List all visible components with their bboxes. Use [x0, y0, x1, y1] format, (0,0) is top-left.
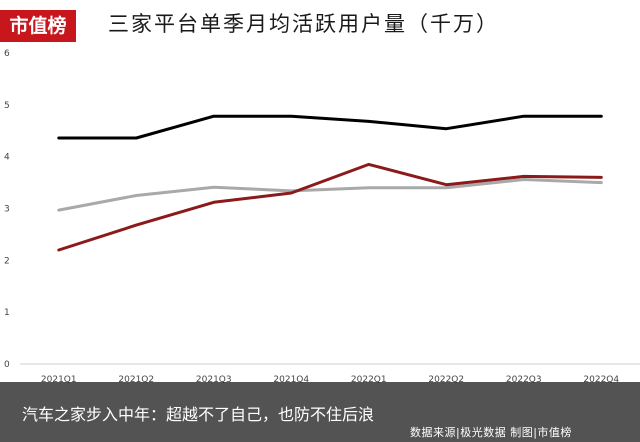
series-3-point	[522, 178, 525, 181]
x-tick-label: 2022Q2	[428, 375, 464, 385]
x-tick-label: 2021Q2	[118, 375, 154, 385]
series-2-point	[445, 183, 448, 186]
source-note: 数据来源|极光数据 制图|市值榜	[410, 426, 572, 439]
series-1-point	[600, 115, 603, 118]
series-line-3	[57, 178, 603, 212]
x-tick-label: 2022Q3	[506, 375, 542, 385]
y-tick-label: 3	[4, 205, 10, 215]
series-2-point	[57, 248, 60, 252]
series-2-point	[212, 201, 215, 204]
series-1-point	[522, 115, 525, 118]
y-tick-label: 6	[4, 49, 10, 59]
series-2-point	[600, 176, 603, 179]
series-3-point	[212, 186, 215, 189]
series-1-point	[367, 120, 370, 123]
series-1-point	[135, 136, 138, 140]
x-tick-label: 2021Q1	[41, 375, 77, 385]
series-3-point	[57, 208, 60, 212]
series-1-point	[212, 115, 215, 118]
series-3-point	[600, 181, 603, 184]
x-tick-label: 2022Q4	[583, 375, 619, 385]
series-2-point	[367, 163, 370, 166]
series-2-point	[290, 191, 293, 195]
series-1-point	[57, 136, 60, 140]
y-tick-label: 2	[4, 256, 10, 266]
y-tick-label: 1	[4, 308, 10, 318]
series-1-point	[290, 115, 293, 118]
series-2-point	[135, 223, 138, 227]
chart-title: 三家平台单季月均活跃用户量（千万）	[108, 12, 499, 36]
axis-layer: 0 1 2 3 4 5 6 2021Q1 2021Q2 2021Q3 2021Q4 2022Q1 202…	[4, 49, 640, 385]
brand-logo: 市值榜	[0, 10, 76, 42]
y-tick-label: 0	[4, 360, 10, 370]
series-line-2	[57, 162, 603, 252]
caption-bar	[0, 382, 640, 442]
caption-text: 汽车之家步入中年：超越不了自己，也防不住后浪	[22, 405, 375, 424]
series-layer	[57, 114, 603, 252]
series-line-1	[57, 114, 603, 140]
x-tick-label: 2022Q1	[351, 375, 387, 385]
series-2-point	[522, 175, 525, 178]
x-tick-label: 2021Q3	[196, 375, 232, 385]
y-tick-label: 5	[4, 101, 10, 111]
series-1-point	[445, 127, 448, 130]
y-tick-label: 4	[4, 153, 10, 163]
series-3-point	[367, 186, 370, 189]
x-tick-label: 2021Q4	[273, 375, 309, 385]
series-3-point	[445, 186, 448, 189]
series-3-point	[135, 194, 138, 197]
